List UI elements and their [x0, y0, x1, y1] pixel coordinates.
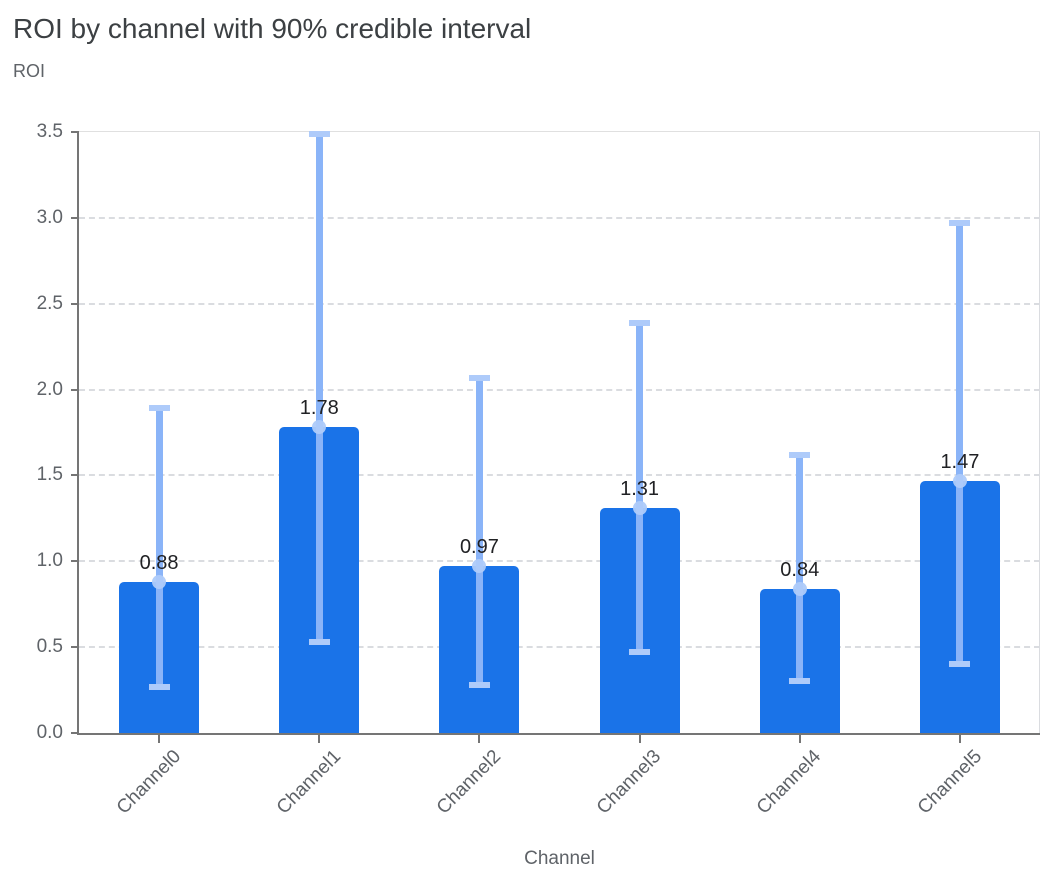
mean-marker: [312, 420, 327, 435]
x-tick: [958, 735, 961, 743]
x-tick-label: Channel4: [753, 746, 826, 819]
error-cap-bottom: [789, 678, 811, 685]
error-line: [475, 377, 483, 685]
y-tick: [71, 560, 79, 563]
y-tick: [71, 131, 79, 133]
gridline: [79, 474, 1040, 477]
y-tick: [71, 388, 79, 391]
error-cap-top: [789, 451, 811, 458]
chart-title: ROI by channel with 90% credible interva…: [13, 13, 532, 44]
mean-marker: [632, 501, 647, 516]
bar-value-label: 1.31: [620, 478, 660, 501]
error-cap-bottom: [148, 683, 170, 690]
y-axis-title: ROI: [13, 61, 46, 81]
error-cap-top: [949, 220, 971, 226]
y-tick-label: 0.5: [36, 636, 63, 658]
error-cap-bottom: [468, 681, 490, 688]
y-tick-label: 3.5: [36, 121, 63, 142]
error-cap-bottom: [308, 638, 330, 645]
bar-value-label: 0.88: [139, 551, 179, 574]
error-cap-bottom: [629, 649, 651, 656]
mean-marker: [472, 559, 487, 574]
y-tick-label: 3.0: [36, 206, 63, 228]
x-tick: [318, 735, 321, 743]
error-line: [315, 133, 323, 642]
x-tick-label: Channel0: [112, 746, 185, 819]
error-line: [155, 408, 163, 687]
error-cap-top: [148, 405, 170, 412]
error-line: [956, 223, 964, 665]
x-axis: Channel0 Channel1 Channel2 Channel3 Channel4…: [79, 733, 1040, 853]
x-tick: [798, 735, 801, 743]
plot-right-border: [1039, 132, 1040, 733]
y-tick-label: 0.0: [36, 722, 63, 743]
x-axis-line: [77, 733, 1040, 735]
error-cap-top: [308, 130, 330, 137]
x-tick-label: Channel2: [432, 746, 506, 819]
y-tick-label: 2.5: [36, 292, 63, 314]
gridline: [79, 302, 1040, 305]
y-tick-label: 1.0: [36, 550, 63, 572]
x-tick-label: Channel3: [593, 746, 666, 819]
x-tick: [638, 735, 641, 743]
bar-value-label: 0.97: [459, 536, 499, 559]
error-line: [796, 454, 804, 682]
y-tick: [71, 302, 79, 305]
bar-value-label: 1.47: [940, 450, 980, 473]
y-tick: [71, 732, 79, 734]
y-tick: [71, 216, 79, 219]
x-tick: [478, 735, 481, 743]
error-cap-top: [629, 319, 651, 326]
plot-top-border: [79, 131, 1040, 132]
error-cap-bottom: [949, 661, 971, 668]
y-axis-line: [77, 132, 79, 735]
x-tick-label: Channel1: [272, 746, 346, 819]
gridline: [79, 646, 1040, 649]
y-tick: [71, 646, 79, 649]
mean-marker: [792, 581, 807, 596]
bar-value-label: 1.78: [299, 397, 339, 420]
gridline: [79, 560, 1040, 563]
y-tick-label: 1.5: [36, 464, 63, 486]
mean-marker: [152, 574, 167, 589]
error-line: [636, 322, 644, 653]
x-axis-title: Channel: [524, 848, 595, 869]
x-tick-label: Channel5: [913, 746, 986, 819]
gridline: [79, 216, 1040, 219]
bar-value-label: 0.84: [780, 558, 820, 581]
y-tick: [71, 474, 79, 477]
mean-marker: [952, 473, 967, 488]
y-tick-label: 2.0: [36, 378, 63, 400]
x-tick: [158, 735, 161, 743]
gridline: [79, 388, 1040, 391]
y-axis: 0.0 0.5 1.0 1.5 2.0 2.5 3.0 3.5: [0, 121, 79, 743]
error-cap-top: [468, 374, 490, 381]
plot-area: 0.88 1.78 0.97 1.31 0.84 1.47: [79, 130, 1040, 733]
